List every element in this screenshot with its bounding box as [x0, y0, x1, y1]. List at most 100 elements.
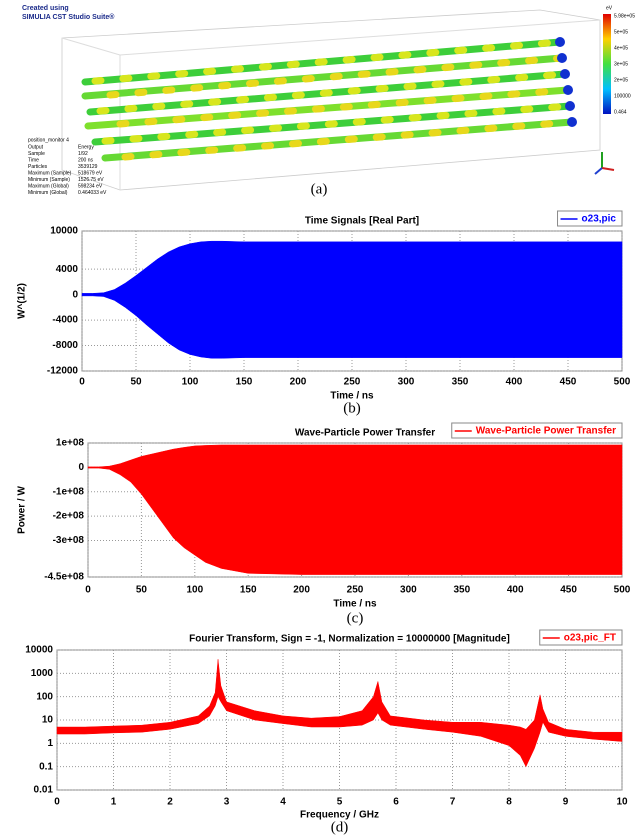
caption: (a) [311, 181, 328, 197]
colorbar-label: 0.464 [614, 109, 627, 115]
x-tick-label: 500 [614, 377, 631, 388]
colorbar-label: 4e+05 [614, 45, 628, 51]
info-key: Output [28, 144, 44, 150]
credit: Created using [22, 5, 69, 12]
colorbar [603, 14, 611, 114]
beam-end [563, 85, 573, 95]
chart-title: Wave-Particle Power Transfer [295, 428, 435, 439]
y-tick-label: 1 [47, 738, 53, 749]
x-tick-label: 250 [347, 585, 364, 596]
triad-axis [595, 168, 602, 174]
legend: o23,pic [558, 211, 622, 226]
page: Created using SIMULIA CST Studio Suite® … [0, 0, 639, 835]
x-tick-label: 50 [136, 585, 148, 596]
domain-box [62, 10, 600, 190]
y-tick-label: -2e+08 [53, 511, 85, 522]
x-tick-label: 250 [344, 377, 361, 388]
info-value: 3539129 [78, 164, 98, 170]
info-value: 1526.75 eV [78, 177, 104, 183]
y-axis-label: Power / W [17, 486, 28, 534]
beam-end [557, 53, 567, 63]
legend: Wave-Particle Power Transfer [452, 423, 622, 438]
info-key: Sample [28, 151, 45, 157]
y-tick-label: -3e+08 [53, 535, 85, 546]
info-key: Maximum (Sample) [28, 170, 72, 176]
x-tick-label: 400 [507, 585, 524, 596]
axis-triad [595, 152, 614, 174]
x-tick-label: 500 [614, 585, 631, 596]
y-tick-label: 0.1 [39, 761, 53, 772]
y-axis-label: W^(1/2) [17, 283, 28, 319]
info-key: Particles [28, 164, 48, 170]
beam-end [565, 101, 575, 111]
domain-edge [120, 20, 600, 55]
colorbar-label: 2e+05 [614, 77, 628, 83]
y-tick-label: 10000 [50, 226, 78, 237]
chart-title: Fourier Transform, Sign = -1, Normalizat… [189, 634, 510, 645]
beam-ends [555, 37, 577, 127]
y-tick-label: 100 [36, 691, 53, 702]
panel-a: Created using SIMULIA CST Studio Suite® … [22, 5, 614, 198]
y-tick-label: 0.01 [34, 785, 54, 796]
x-tick-label: 1 [111, 797, 117, 808]
monitor-name: position_monitor 4 [28, 137, 69, 143]
x-tick-label: 300 [400, 585, 417, 596]
x-tick-label: 450 [560, 377, 577, 388]
beam-end [567, 117, 577, 127]
x-tick-label: 400 [506, 377, 523, 388]
y-tick-label: 1000 [31, 668, 54, 679]
chart-title: Time Signals [Real Part] [305, 216, 419, 227]
x-tick-label: 150 [236, 377, 253, 388]
info-key: Minimum (Sample) [28, 177, 70, 183]
x-tick-label: 9 [563, 797, 569, 808]
info-key: Maximum (Global) [28, 183, 69, 189]
x-tick-label: 200 [293, 585, 310, 596]
domain-edge [62, 38, 120, 55]
y-tick-label: 0 [78, 462, 84, 473]
figure: Created using SIMULIA CST Studio Suite® … [0, 0, 639, 835]
info-value: 1/92 [78, 151, 88, 157]
x-tick-label: 6 [393, 797, 399, 808]
legend: o23,pic_FT [540, 630, 622, 645]
x-tick-label: 350 [453, 585, 470, 596]
x-tick-label: 10 [616, 797, 628, 808]
x-tick-label: 5 [337, 797, 343, 808]
x-tick-label: 350 [452, 377, 469, 388]
beam-end [555, 37, 565, 47]
x-tick-label: 100 [186, 585, 203, 596]
x-tick-label: 0 [54, 797, 60, 808]
x-tick-label: 4 [280, 797, 286, 808]
x-tick-label: 100 [182, 377, 199, 388]
caption: (c) [347, 610, 364, 626]
credit: SIMULIA CST Studio Suite® [22, 13, 115, 21]
x-tick-label: 8 [506, 797, 512, 808]
legend-label: o23,pic [582, 214, 617, 225]
colorbar-label: 3e+05 [614, 61, 628, 67]
info-value: 518679 eV [78, 170, 103, 176]
legend-label: o23,pic_FT [564, 633, 616, 644]
x-tick-label: 2 [167, 797, 173, 808]
info-value: 598234 eV [78, 183, 103, 189]
info-value: 0.464033 eV [78, 190, 107, 196]
beam [105, 122, 572, 158]
y-tick-label: -4000 [52, 315, 78, 326]
x-tick-label: 300 [398, 377, 415, 388]
x-tick-label: 7 [450, 797, 456, 808]
colorbar-label: 5.98e+05 [614, 13, 635, 19]
info-value: Energy [78, 144, 94, 150]
y-tick-label: -12000 [47, 366, 79, 377]
y-tick-label: 10 [42, 715, 54, 726]
x-tick-label: 3 [224, 797, 230, 808]
y-tick-label: 4000 [56, 264, 79, 275]
beam-end [560, 69, 570, 79]
x-tick-label: 50 [130, 377, 142, 388]
y-tick-label: -1e+08 [53, 486, 85, 497]
colorbar-label: 5e+05 [614, 29, 628, 35]
info-value: 200 ns [78, 157, 94, 163]
caption: (b) [343, 400, 361, 416]
y-tick-label: 0 [72, 289, 78, 300]
x-tick-label: 450 [560, 585, 577, 596]
x-tick-label: 200 [290, 377, 307, 388]
x-tick-label: 150 [240, 585, 257, 596]
colorbar-label: 100000 [614, 93, 631, 99]
